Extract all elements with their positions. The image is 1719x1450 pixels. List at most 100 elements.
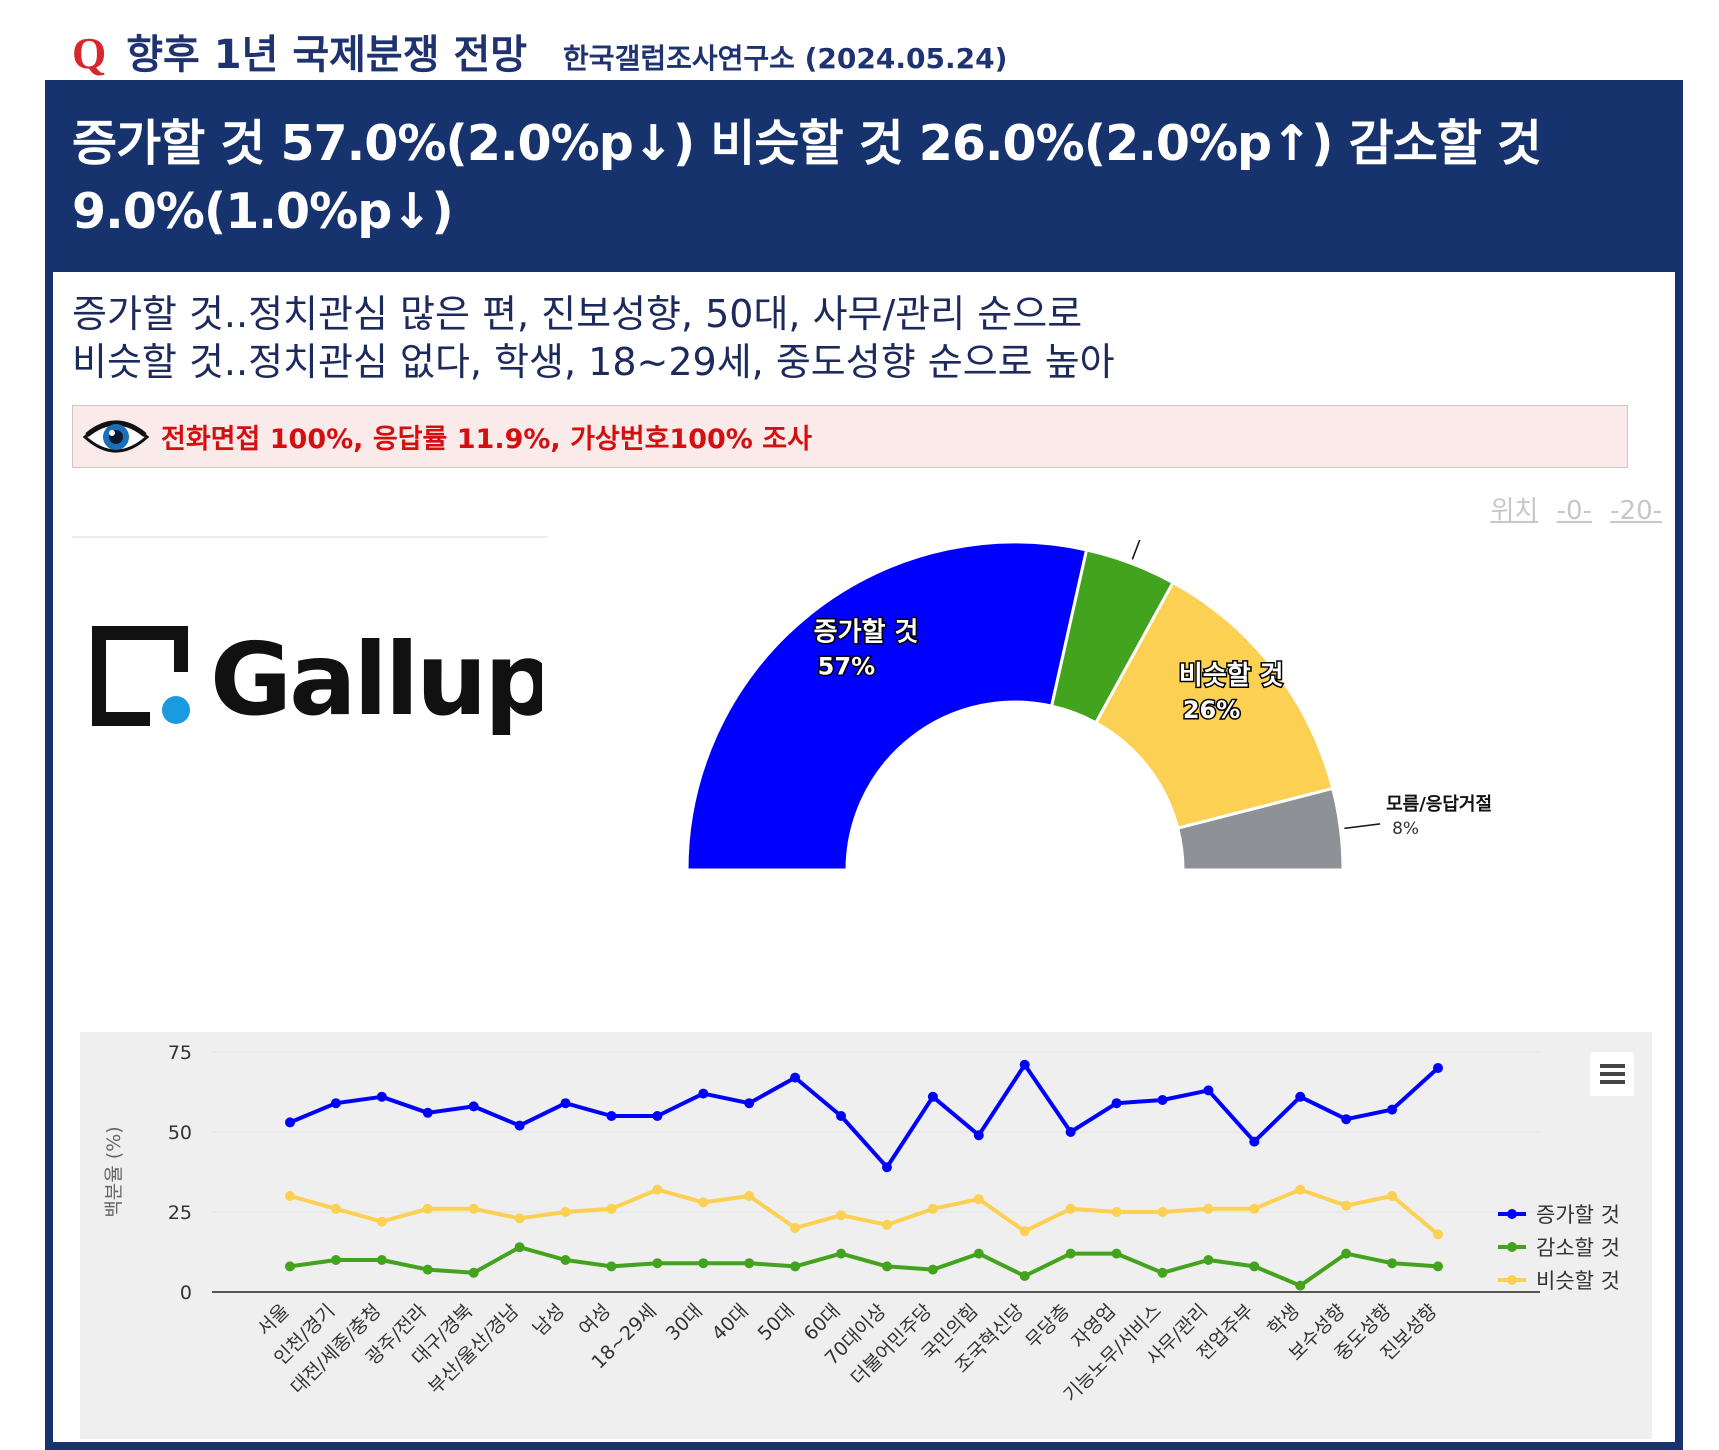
series-point (790, 1261, 801, 1272)
q-mark: Q (72, 29, 107, 78)
series-point (1019, 1226, 1030, 1237)
series-point (376, 1216, 387, 1227)
summary-line-2: 비슷할 것..정치관심 없다, 학생, 18~29세, 중도성향 순으로 높아 (72, 340, 1115, 384)
series-point (744, 1098, 755, 1109)
divider (72, 536, 548, 538)
series-point (285, 1117, 295, 1128)
donut-value-1: 9% (1157, 540, 1184, 541)
series-point (560, 1207, 571, 1217)
y-tick-25: 25 (168, 1202, 192, 1224)
series-point (1065, 1127, 1076, 1137)
series-point (1111, 1248, 1122, 1259)
series-line (289, 1062, 1440, 1170)
donut-slice-0 (685, 540, 1089, 872)
series-point (790, 1072, 801, 1083)
series-line (289, 1245, 1439, 1288)
series-point (973, 1130, 984, 1141)
series-point (422, 1264, 433, 1275)
hamburger-menu-icon[interactable] (1590, 1052, 1634, 1096)
series-point (330, 1098, 341, 1109)
series-point (1295, 1280, 1306, 1291)
series-point (1295, 1184, 1306, 1195)
question-header: Q 향후 1년 국제분쟁 전망 한국갤럽조사연구소 (2024.05.24) (72, 22, 1007, 82)
series-point (836, 1111, 847, 1121)
series-point (927, 1203, 938, 1214)
series-point (560, 1098, 571, 1109)
gallup-logo: Gallup (92, 621, 542, 738)
series-point (836, 1248, 847, 1259)
series-point (1249, 1136, 1260, 1147)
series-point (468, 1267, 479, 1278)
series-point (1433, 1229, 1443, 1240)
series-point (973, 1194, 984, 1205)
series-point (1249, 1261, 1260, 1272)
series-point (285, 1261, 295, 1272)
series-point (1341, 1248, 1352, 1259)
chart-grid: 0 25 50 75 (168, 1042, 1540, 1304)
legend-item[interactable]: 비슷할 것 (1536, 1269, 1620, 1293)
donut-value-3: 8% (1392, 819, 1419, 839)
series-point (376, 1255, 387, 1265)
series-point (376, 1091, 387, 1102)
donut-connector-1 (1131, 540, 1141, 560)
donut-value-2: 26% (1183, 696, 1240, 724)
legend-swatch-dot (1507, 1209, 1517, 1219)
series-point (560, 1255, 571, 1265)
series-point (514, 1213, 525, 1224)
chart-background (80, 1032, 1652, 1439)
position-link-0[interactable]: -0- (1556, 496, 1592, 526)
series-point (1433, 1261, 1443, 1272)
series-point (744, 1258, 755, 1269)
series-point (652, 1258, 663, 1269)
legend-item[interactable]: 증가할 것 (1536, 1203, 1620, 1227)
donut-label-3: 모름/응답거절 (1386, 794, 1492, 815)
source-label: 한국갤럽조사연구소 (2024.05.24) (563, 42, 1008, 75)
position-label[interactable]: 위치 (1490, 496, 1539, 526)
series-point (1295, 1091, 1306, 1102)
series-point (927, 1264, 938, 1275)
series-point (1249, 1203, 1260, 1214)
series-point (790, 1223, 801, 1233)
survey-notice: 전화면접 100%, 응답률 11.9%, 가상번호100% 조사 (72, 405, 1628, 468)
series-point (881, 1219, 892, 1230)
series-point (744, 1191, 755, 1201)
legend-item[interactable]: 감소할 것 (1536, 1236, 1620, 1260)
series-point (1157, 1095, 1168, 1105)
donut-slice-2 (1094, 581, 1335, 830)
series-point (1157, 1267, 1168, 1278)
series-point (881, 1261, 892, 1272)
page-title: 향후 1년 국제분쟁 전망 (126, 32, 528, 78)
position-links: 위치 -0- -20- (1480, 490, 1662, 527)
series-point (1341, 1200, 1352, 1211)
y-tick-0: 0 (180, 1282, 192, 1304)
series-point (1387, 1258, 1398, 1269)
summary-line-1: 증가할 것..정치관심 많은 편, 진보성향, 50대, 사무/관리 순으로 (72, 292, 1083, 336)
series-point (652, 1184, 663, 1195)
series-point (1203, 1085, 1214, 1096)
series-point (698, 1197, 709, 1208)
donut-label-0: 증가할 것 (814, 618, 919, 648)
y-axis-label: 백분율 (%) (103, 1126, 125, 1217)
series-point (1111, 1207, 1122, 1217)
series-point (652, 1111, 663, 1121)
donut-label-2: 비슷할 것 (1179, 661, 1284, 691)
logo-dot (162, 696, 190, 724)
series-point (468, 1101, 479, 1112)
series-point (698, 1258, 709, 1269)
series-point (514, 1242, 525, 1253)
position-link-20[interactable]: -20- (1610, 496, 1662, 526)
series-point (698, 1088, 709, 1099)
series-point (1203, 1255, 1214, 1265)
series-point (1387, 1191, 1398, 1201)
series-point (606, 1111, 617, 1121)
series-line (289, 1187, 1440, 1236)
chart-series (285, 1059, 1443, 1291)
logo-text: Gallup (210, 621, 542, 738)
legend-swatch-dot (1507, 1242, 1517, 1252)
donut-slice-3 (1176, 786, 1345, 872)
series-point (836, 1210, 847, 1221)
series-point (1203, 1203, 1214, 1214)
donut-connector-3 (1344, 823, 1381, 830)
